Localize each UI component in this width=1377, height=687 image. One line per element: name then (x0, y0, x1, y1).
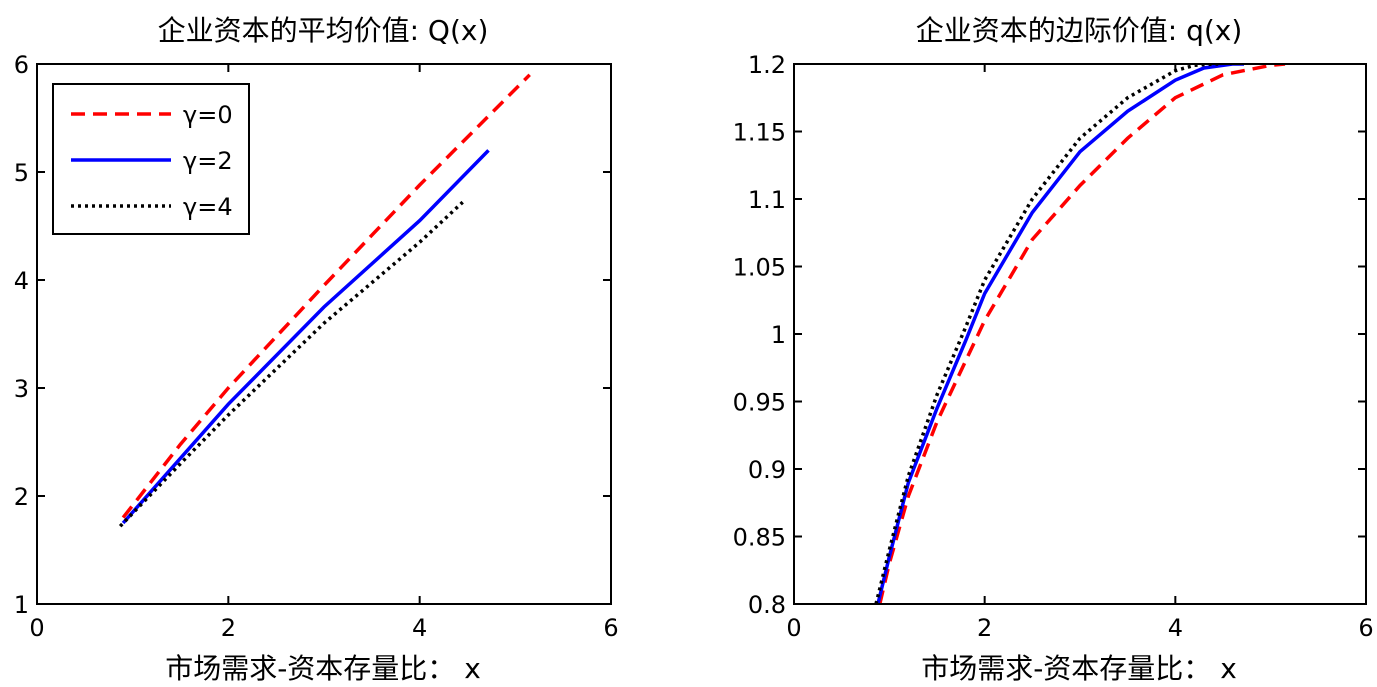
x-tick-label: 0 (29, 614, 44, 642)
y-tick-label: 0.8 (748, 591, 786, 619)
x-tick-label: 4 (412, 614, 427, 642)
x-tick-label: 4 (1168, 614, 1183, 642)
x-tick-label: 6 (603, 614, 618, 642)
y-tick-label: 1.1 (748, 186, 786, 214)
chart-title: 企业资本的边际价值: q(x) (916, 14, 1243, 47)
chart-q-average: 企业资本的平均价值: Q(x) 0 2 4 6 1 2 3 4 5 6 γ=0 γ=2 γ=4 市场需求… (14, 14, 619, 685)
legend-label: γ=4 (183, 193, 233, 221)
x-axis-label: 市场需求-资本存量比： x (921, 652, 1237, 685)
x-tick-label: 2 (221, 614, 236, 642)
y-tick-label: 1 (771, 321, 786, 349)
x-axis-label: 市场需求-资本存量比： x (165, 652, 481, 685)
series-line-1 (121, 149, 490, 525)
x-tick-label: 6 (1358, 614, 1373, 642)
plot-area: 0 2 4 6 1 2 3 4 5 6 γ=0 γ=2 γ=4 (14, 51, 619, 642)
series-line-2 (874, 64, 1219, 604)
x-tick-label: 0 (786, 614, 801, 642)
y-tick-label: 4 (14, 267, 29, 295)
y-tick-label: 6 (14, 51, 29, 79)
chart-q-marginal: 企业资本的边际价值: q(x) 0 2 4 6 0.8 0.85 0.9 0.95 1 1.05 1… (733, 14, 1374, 685)
y-tick-label: 1.05 (733, 254, 786, 282)
legend: γ=0 γ=2 γ=4 (52, 83, 250, 235)
y-tick-label: 3 (14, 375, 29, 403)
y-tick-label: 1 (14, 591, 29, 619)
y-tick-label: 0.9 (748, 456, 786, 484)
series-line-0 (878, 64, 1286, 604)
y-tick-label: 5 (14, 159, 29, 187)
axes-box (793, 63, 1367, 605)
y-tick-label: 2 (14, 483, 29, 511)
series-line-2 (118, 200, 464, 528)
series-line-1 (876, 64, 1244, 604)
y-tick-label: 1.15 (733, 119, 786, 147)
x-tick-label: 2 (977, 614, 992, 642)
y-tick-label: 0.95 (733, 389, 786, 417)
y-tick-label: 1.2 (748, 51, 786, 79)
legend-label: γ=2 (183, 147, 233, 175)
plot-area: 0 2 4 6 0.8 0.85 0.9 0.95 1 1.05 1.1 1.15 1.2 (733, 51, 1374, 642)
legend-label: γ=0 (183, 101, 233, 129)
chart-title: 企业资本的平均价值: Q(x) (158, 14, 489, 47)
axes-box (36, 63, 612, 605)
series-line-0 (121, 73, 531, 519)
y-tick-label: 0.85 (733, 524, 786, 552)
